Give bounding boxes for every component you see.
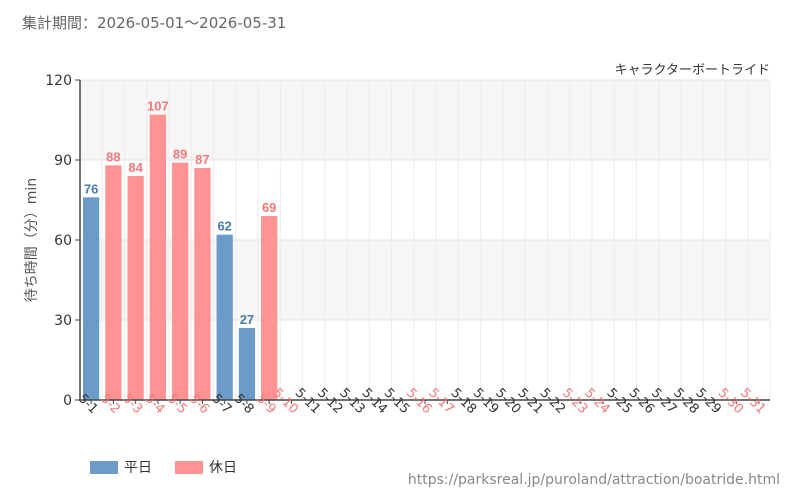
value-label-5-5: 89 bbox=[173, 147, 187, 162]
bar-5-3 bbox=[127, 176, 144, 400]
value-label-5-3: 84 bbox=[128, 160, 143, 175]
chart-title: キャラクターボートライド bbox=[615, 63, 770, 78]
period-label: 集計期間：2026-05-01～2026-05-31 bbox=[22, 14, 287, 32]
value-label-5-9: 69 bbox=[262, 200, 276, 215]
bar-5-4 bbox=[149, 114, 167, 401]
chart-bars bbox=[83, 114, 278, 401]
bar-5-5 bbox=[172, 162, 189, 400]
value-label-5-1: 76 bbox=[84, 181, 98, 196]
y-axis-label: 待ち時間（分）min bbox=[24, 178, 40, 302]
legend-weekday-swatch bbox=[90, 460, 118, 474]
y-tick-label: 0 bbox=[63, 393, 72, 409]
legend-holiday-label: 休日 bbox=[209, 460, 237, 476]
bar-5-2 bbox=[105, 165, 122, 400]
y-tick-label: 120 bbox=[45, 73, 72, 89]
value-label-5-4: 107 bbox=[147, 99, 169, 114]
bar-5-6 bbox=[194, 168, 211, 400]
y-tick-label: 30 bbox=[54, 313, 72, 329]
value-label-5-6: 87 bbox=[195, 152, 209, 167]
source-url: https://parksreal.jp/puroland/attraction… bbox=[407, 472, 780, 488]
background-band bbox=[80, 80, 770, 160]
value-label-5-8: 27 bbox=[240, 312, 254, 327]
bar-5-1 bbox=[83, 197, 100, 400]
bar-5-9 bbox=[261, 216, 278, 400]
y-tick-label: 60 bbox=[54, 233, 72, 249]
bar-5-7 bbox=[216, 234, 233, 400]
bar-5-8 bbox=[238, 328, 256, 400]
legend-weekday-label: 平日 bbox=[124, 460, 152, 476]
legend-holiday: 休日 bbox=[175, 457, 237, 477]
value-label-5-2: 88 bbox=[106, 149, 120, 164]
legend-weekday: 平日 bbox=[90, 457, 152, 477]
y-tick-label: 90 bbox=[54, 153, 72, 169]
value-label-5-7: 62 bbox=[217, 219, 231, 234]
legend-holiday-swatch bbox=[175, 460, 203, 474]
chart-value-labels: 76 88 84 107 89 87 62 27 69 bbox=[84, 99, 277, 327]
chart-y-ticks: 0 30 60 90 120 bbox=[45, 73, 80, 409]
